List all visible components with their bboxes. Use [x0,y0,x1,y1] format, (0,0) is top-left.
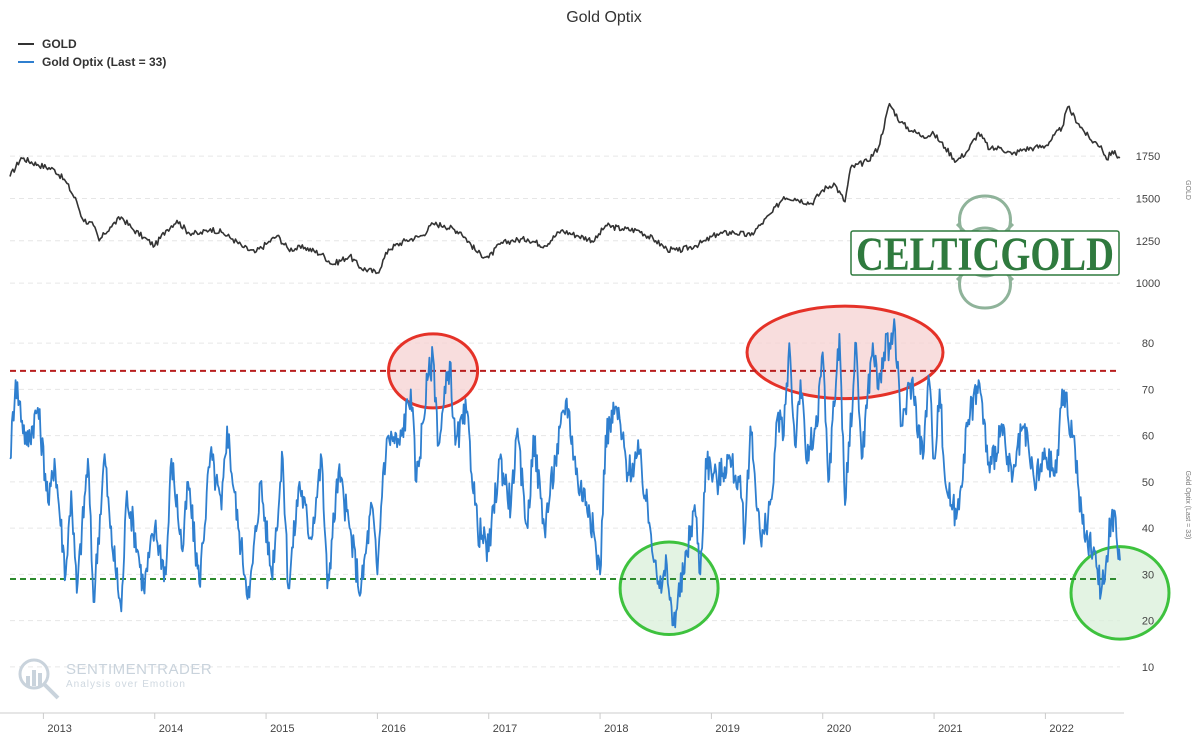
x-tick-2016: 2016 [381,723,405,735]
y-tick-gold-1750: 1750 [1136,151,1160,163]
x-tick-2017: 2017 [493,723,517,735]
magnifier-icon [18,658,50,690]
watermark-tagline: Analysis over Emotion [66,679,186,690]
watermark-name: SENTIMENTRADER [66,661,212,678]
annotation-ellipse-3 [1069,545,1171,641]
y-tick-gold-1250: 1250 [1136,236,1160,248]
bar-icon-3 [38,673,42,686]
x-tick-2020: 2020 [827,723,851,735]
logo-text: CELTICGOLD [856,228,1114,281]
x-tick-2013: 2013 [47,723,71,735]
legend-label-gold: GOLD [42,37,77,51]
bar-icon-2 [32,670,36,686]
magnifier-handle-icon [42,682,60,700]
x-tick-2014: 2014 [159,723,183,735]
y-tick-optix-70: 70 [1142,384,1154,396]
series-line-optix [9,318,1121,629]
sentimentrader-watermark: SENTIMENTRADER Analysis over Emotion [18,658,212,700]
y-tick-gold-1000: 1000 [1136,278,1160,290]
chart-title: Gold Optix [566,9,642,26]
reference-lines [10,369,1120,580]
y-tick-optix-10: 10 [1142,662,1154,674]
y-tick-optix-20: 20 [1142,616,1154,628]
y-tick-optix-30: 30 [1142,569,1154,581]
y-axis-title-optix: Gold Optix (Last = 33) [1184,471,1191,540]
celticgold-logo: CELTICGOLD [850,194,1120,310]
x-tick-2022: 2022 [1049,723,1073,735]
y-tick-optix-40: 40 [1142,523,1154,535]
x-tick-2019: 2019 [715,723,739,735]
x-tick-2018: 2018 [604,723,628,735]
y-tick-optix-60: 60 [1142,431,1154,443]
x-tick-2021: 2021 [938,723,962,735]
series-line-gold [9,102,1121,275]
logo-plate [850,230,1120,276]
legend: GOLD Gold Optix (Last = 33) [18,37,166,69]
y-tick-gold-1500: 1500 [1136,193,1160,205]
y-tick-optix-80: 80 [1142,338,1154,350]
y-tick-optix-50: 50 [1142,477,1154,489]
axes: 1000 1250 1500 1750 GOLD 10 20 30 40 50 60 70 80 Gold… [0,151,1191,735]
y-axis-title-gold: GOLD [1184,180,1191,200]
series [9,102,1121,629]
x-tick-2015: 2015 [270,723,294,735]
legend-label-optix: Gold Optix (Last = 33) [42,55,166,69]
bar-icon-1 [26,676,30,686]
